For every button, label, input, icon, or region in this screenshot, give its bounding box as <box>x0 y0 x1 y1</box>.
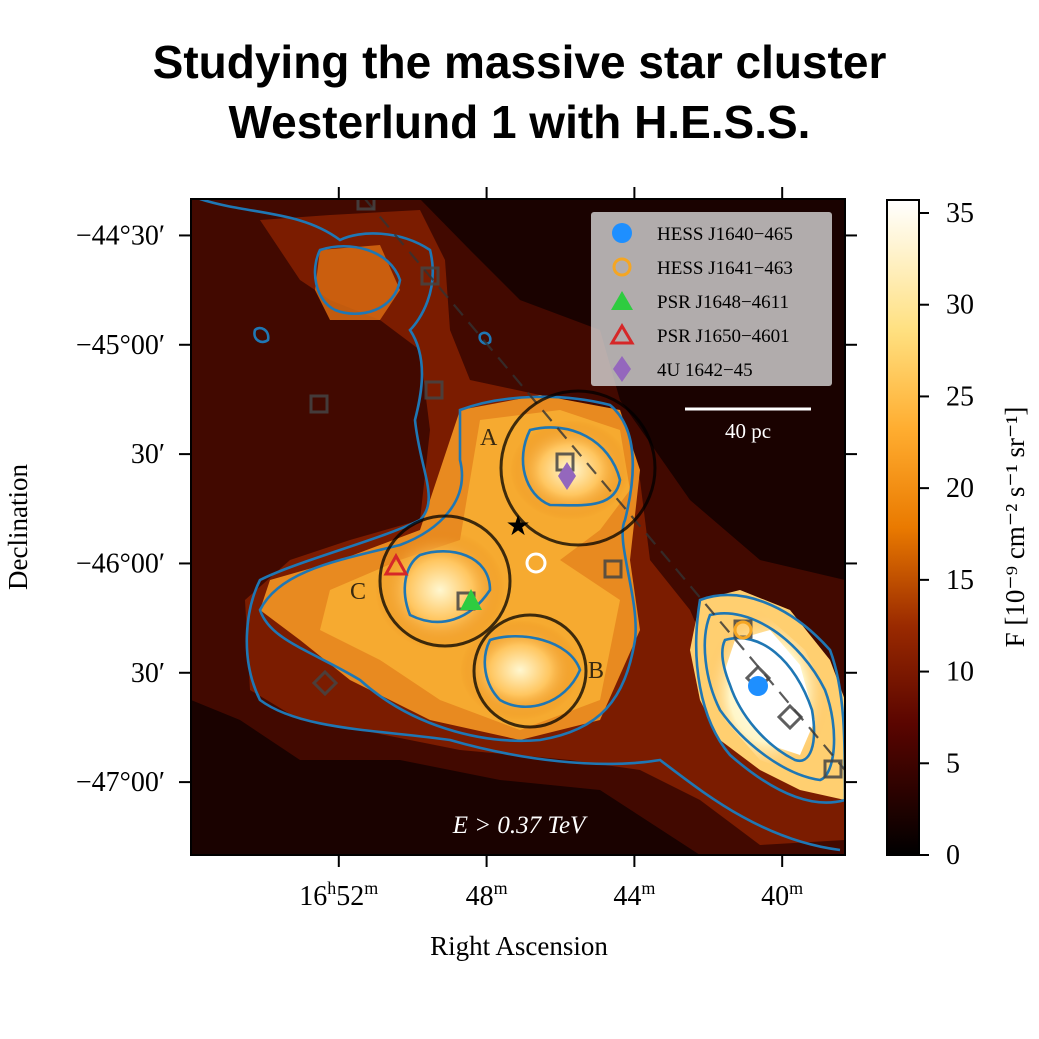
y-axis: −44°30′ −45°00′ 30′ −46°00′ 30′ −47°00′ <box>76 220 857 798</box>
legend-label: PSR J1648−4611 <box>657 292 789 313</box>
catalog-markers <box>309 199 843 779</box>
legend-marker <box>612 257 632 277</box>
chart-title-line1: Studying the massive star cluster <box>152 36 887 88</box>
y-tick-label: 30′ <box>131 439 165 470</box>
colorbar-tick-label: 5 <box>946 748 960 779</box>
x-axis: 16h52m 48m 44m 40m <box>299 187 803 912</box>
colorbar-tick-label: 25 <box>946 381 974 412</box>
region-circle-c <box>378 514 512 648</box>
x-tick-label: 44m <box>613 878 655 912</box>
diamond-marker <box>776 703 804 731</box>
legend: HESS J1640−465 HESS J1641−463 PSR J1648−46… <box>591 212 832 386</box>
y-axis-label: Declination <box>3 464 33 590</box>
y-tick-label: −45°00′ <box>76 330 165 361</box>
square-marker <box>603 559 623 579</box>
region-label-a: A <box>480 425 498 451</box>
scale-bar-label: 40 pc <box>725 419 771 443</box>
white-open-circle <box>525 552 547 574</box>
region-label-b: B <box>588 658 604 684</box>
source-markers: ★ <box>383 462 768 696</box>
legend-label: 4U 1642−45 <box>657 360 753 381</box>
region-circles <box>378 389 657 729</box>
hess-j1640-marker <box>748 676 768 696</box>
chart-title-line2: Westerlund 1 with H.E.S.S. <box>228 96 811 148</box>
x-axis-label: Right Ascension <box>430 931 608 961</box>
colorbar-tick-label: 20 <box>946 473 974 504</box>
legend-marker <box>611 291 633 310</box>
colorbar-tick-label: 35 <box>946 198 974 229</box>
legend-label: PSR J1650−4601 <box>657 326 790 347</box>
square-marker <box>356 199 376 211</box>
legend-box <box>591 212 832 386</box>
square-marker <box>424 380 444 400</box>
colorbar-axis: 0 5 10 15 20 25 30 35 <box>919 198 974 871</box>
legend-label: HESS J1641−463 <box>657 258 793 279</box>
square-marker <box>823 759 843 779</box>
region-labels: A B C <box>350 425 604 684</box>
y-tick-label: −46°00′ <box>76 548 165 579</box>
square-marker <box>420 266 440 286</box>
colorbar-tick-label: 10 <box>946 657 974 688</box>
westerlund1-star-icon: ★ <box>505 511 530 542</box>
y-tick-label: −44°30′ <box>76 220 165 251</box>
colorbar-label: F [10⁻⁹ cm⁻² s⁻¹ sr⁻¹] <box>1000 407 1030 648</box>
region-label-c: C <box>350 579 366 605</box>
psr-j1648-marker <box>460 589 482 610</box>
colorbar-tick-label: 0 <box>946 840 960 871</box>
region-circle-a <box>499 389 657 547</box>
x-tick-label: 16h52m <box>299 878 378 912</box>
x-tick-label: 40m <box>761 878 803 912</box>
legend-marker <box>612 223 632 243</box>
psr-j1650-marker <box>383 552 409 576</box>
contours <box>199 199 845 852</box>
diamond-marker <box>311 669 339 697</box>
colorbar-tick-label: 15 <box>946 565 974 596</box>
colorbar <box>886 199 920 856</box>
legend-label: HESS J1640−465 <box>657 224 793 245</box>
square-marker <box>309 394 329 414</box>
region-circle-b <box>472 613 588 729</box>
y-tick-label: 30′ <box>131 658 165 689</box>
y-tick-label: −47°00′ <box>76 767 165 798</box>
plot-frame <box>190 198 846 856</box>
legend-marker <box>613 356 631 382</box>
4u-1642-marker <box>558 462 576 490</box>
legend-marker <box>609 323 635 345</box>
x-tick-label: 48m <box>466 878 508 912</box>
hess-j1641-marker <box>733 620 753 640</box>
energy-label: E > 0.37 TeV <box>452 812 588 839</box>
colorbar-tick-label: 30 <box>946 290 974 321</box>
